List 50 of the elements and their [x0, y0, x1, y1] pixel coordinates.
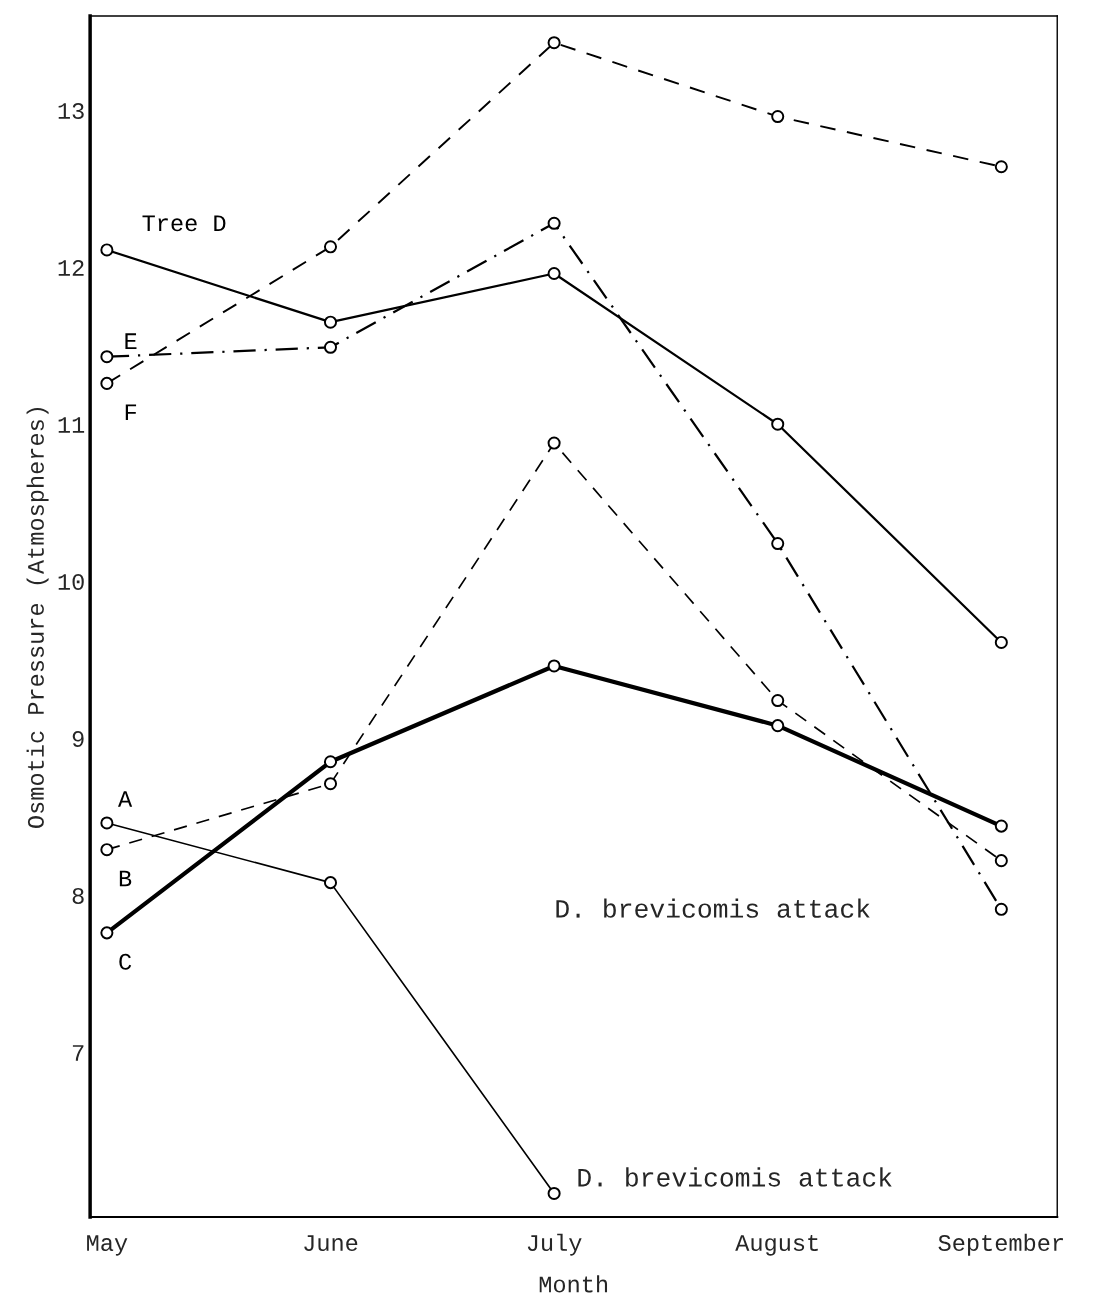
point — [323, 755, 338, 769]
y-tick-label: 13 — [58, 103, 84, 120]
series-label: C — [119, 953, 132, 970]
point — [771, 537, 785, 551]
x-tick-label: July — [527, 1233, 582, 1256]
point — [771, 719, 785, 733]
y-tick-label: 9 — [72, 730, 84, 747]
y-tick-label: 10 — [58, 573, 84, 590]
point — [547, 216, 561, 230]
y-tick-label: 11 — [58, 417, 85, 433]
x-axis-title: Month — [539, 1275, 608, 1293]
annotation: D. brevicomis attack — [556, 898, 870, 918]
annotation: D. brevicomis attack — [578, 1167, 892, 1187]
y-axis-title: Osmotic Pressure (Atmospheres) — [26, 407, 49, 828]
point — [547, 1186, 561, 1200]
point — [771, 109, 785, 124]
point — [994, 819, 1008, 833]
y-tick-label: 7 — [72, 1045, 84, 1061]
series-label: A — [118, 791, 133, 807]
x-tick-label: May — [87, 1235, 128, 1256]
point — [323, 777, 338, 791]
point — [323, 240, 338, 254]
point — [547, 36, 561, 50]
point — [100, 350, 114, 364]
point — [771, 417, 785, 431]
y-tick-label: 8 — [72, 887, 84, 904]
point — [994, 160, 1008, 174]
x-tick-label: August — [735, 1235, 818, 1256]
point — [771, 694, 785, 708]
point — [100, 926, 114, 940]
point — [323, 340, 338, 354]
point — [994, 854, 1008, 868]
point — [994, 635, 1008, 649]
x-tick-label: June — [304, 1235, 358, 1252]
point — [100, 843, 114, 857]
point — [100, 243, 114, 257]
point — [547, 436, 561, 450]
point — [100, 816, 114, 830]
point — [994, 902, 1008, 916]
y-tick-label: 12 — [58, 259, 84, 276]
series-label: F — [125, 404, 137, 421]
point — [547, 659, 561, 673]
series-label: Tree D — [142, 215, 226, 232]
series-label: B — [119, 870, 132, 887]
point — [323, 315, 338, 329]
x-tick-label: September — [938, 1233, 1063, 1256]
point — [100, 376, 114, 390]
point — [547, 266, 561, 281]
point — [323, 876, 338, 890]
series-label: E — [125, 333, 137, 349]
